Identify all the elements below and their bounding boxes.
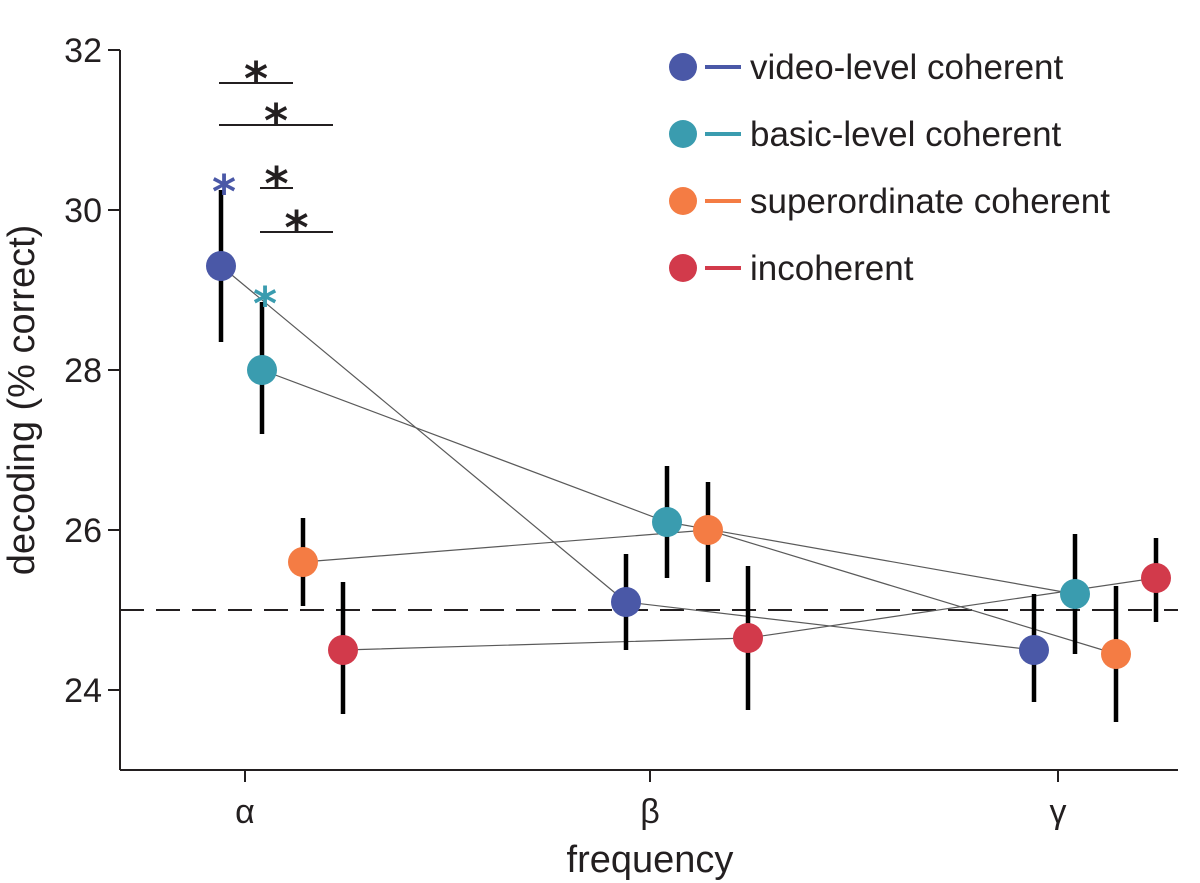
data-point: [206, 251, 236, 281]
significance-star: *: [212, 165, 236, 219]
legend-marker: [669, 254, 697, 282]
x-tick-label: α: [235, 793, 255, 831]
data-point: [1101, 639, 1131, 669]
legend-label: video-level coherent: [750, 48, 1064, 87]
data-point: [652, 507, 682, 537]
y-tick-label: 32: [64, 32, 102, 70]
x-tick-label: γ: [1050, 793, 1067, 831]
y-tick-label: 26: [64, 512, 102, 550]
data-point: [1141, 563, 1171, 593]
data-point: [247, 355, 277, 385]
data-point: [328, 635, 358, 665]
legend-marker: [669, 53, 697, 81]
data-point: [611, 587, 641, 617]
significance-star: *: [264, 157, 288, 211]
x-axis-title: frequency: [567, 839, 734, 881]
legend-label: superordinate coherent: [750, 182, 1110, 221]
legend-label: basic-level coherent: [750, 115, 1062, 154]
data-point: [1019, 635, 1049, 665]
legend-label: incoherent: [750, 249, 914, 288]
data-point: [288, 547, 318, 577]
y-axis-title: decoding (% correct): [1, 225, 43, 576]
data-point: [733, 623, 763, 653]
y-tick-label: 30: [64, 192, 102, 230]
x-tick-label: β: [640, 793, 660, 831]
y-tick-label: 28: [64, 352, 102, 390]
significance-star: *: [284, 201, 308, 255]
significance-star: *: [264, 94, 288, 148]
significance-star: *: [244, 52, 268, 106]
data-point: [693, 515, 723, 545]
data-point: [1060, 579, 1090, 609]
y-tick-label: 24: [64, 672, 102, 710]
legend-marker: [669, 187, 697, 215]
legend-marker: [669, 120, 697, 148]
significance-star: *: [253, 277, 277, 331]
